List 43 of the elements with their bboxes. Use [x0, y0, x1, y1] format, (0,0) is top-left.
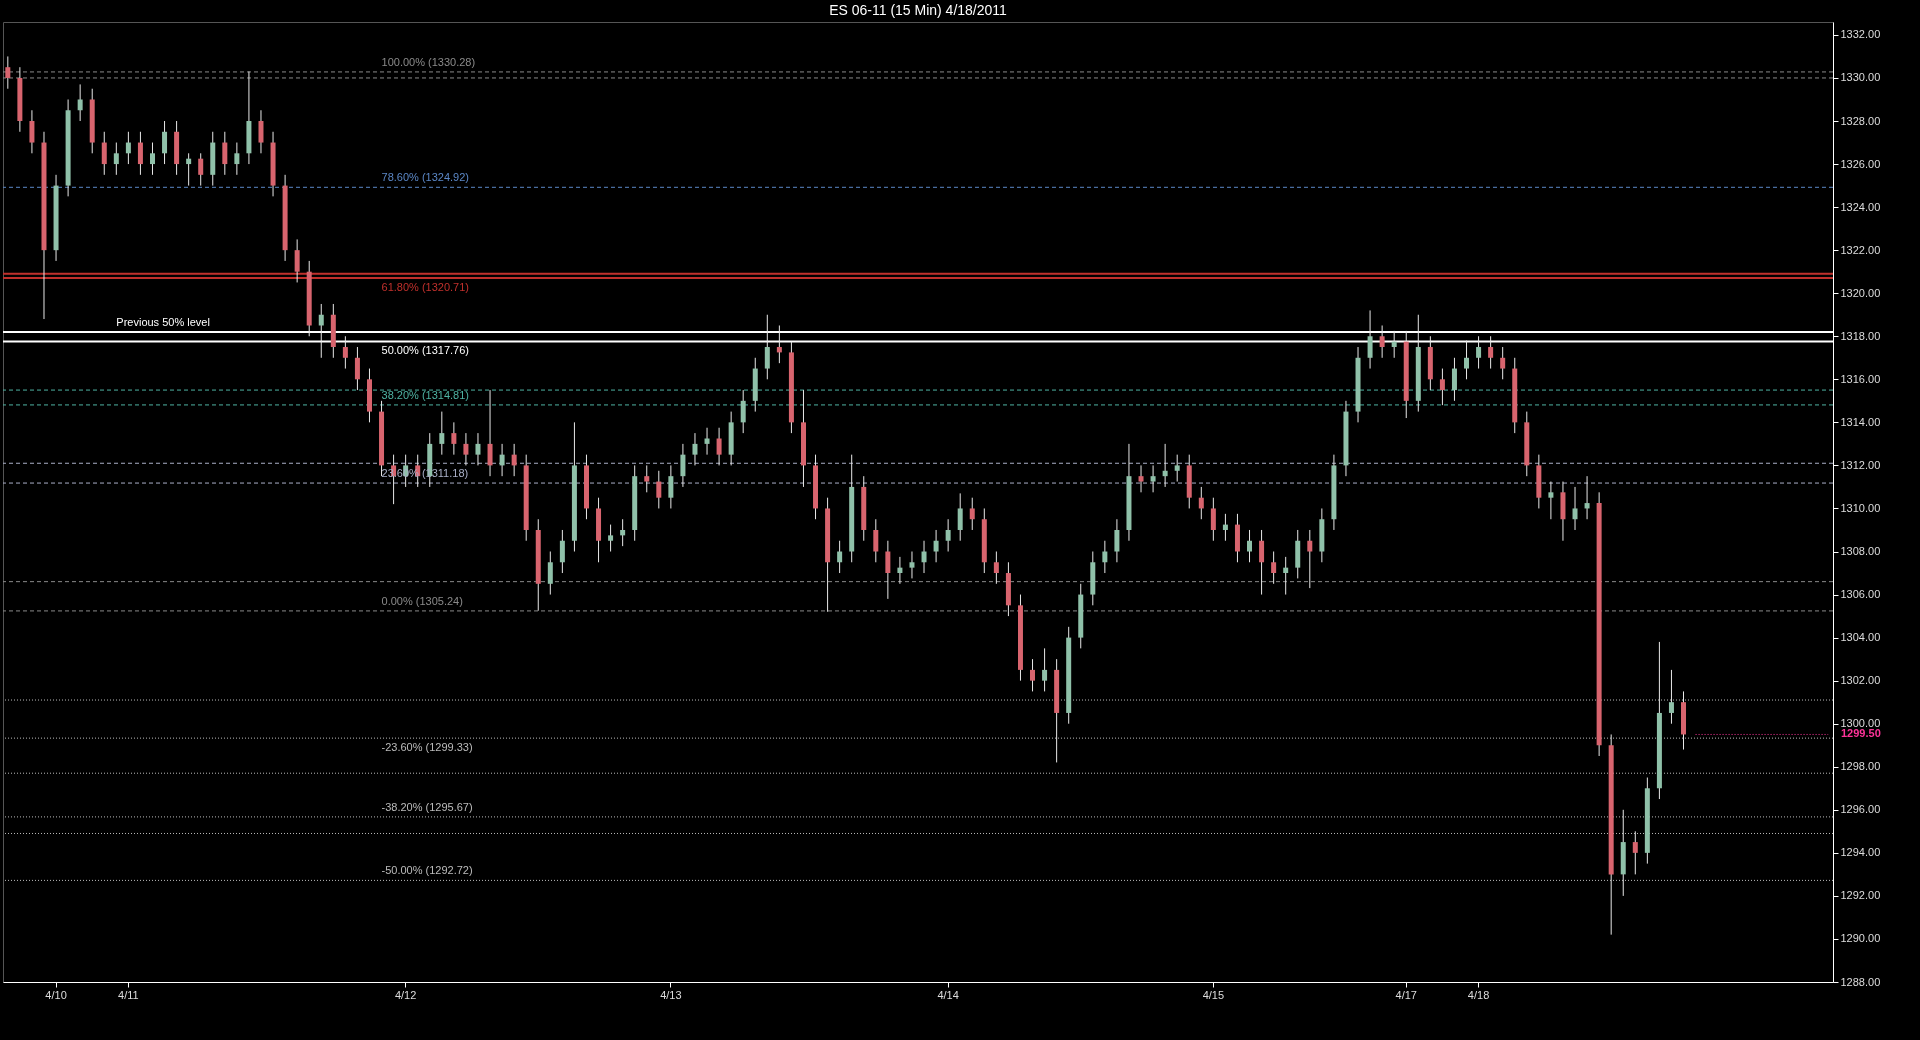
y-tick-label: 1306.00	[1840, 588, 1881, 601]
y-tick-label: 1314.00	[1840, 415, 1881, 428]
y-tick-label: 1290.00	[1840, 932, 1881, 945]
y-tick-label: 1318.00	[1840, 329, 1881, 342]
y-tick-label: 1328.00	[1840, 114, 1881, 127]
chart-title: ES 06-11 (15 Min) 4/18/2011	[829, 2, 1008, 18]
y-tick-label: 1298.00	[1840, 760, 1881, 773]
ref-line-label: 1299.50	[1841, 727, 1881, 740]
ref-line-label: 50.00% (1317.76)	[381, 344, 469, 357]
ref-line-label: -38.20% (1295.67)	[381, 800, 473, 813]
y-tick-label: 1304.00	[1840, 631, 1881, 644]
x-tick-label: 4/12	[394, 988, 417, 1001]
y-tick-label: 1288.00	[1840, 975, 1881, 988]
y-tick-label: 1312.00	[1840, 458, 1881, 471]
y-tick-label: 1316.00	[1840, 372, 1881, 385]
y-tick-label: 1310.00	[1840, 501, 1881, 514]
y-tick-label: 1302.00	[1840, 674, 1881, 687]
ref-line-label: Previous 50% level	[116, 315, 210, 328]
x-tick-label: 4/15	[1202, 988, 1225, 1001]
ref-line-label: 0.00% (1305.24)	[381, 594, 463, 607]
y-tick-label: 1320.00	[1840, 286, 1881, 299]
y-tick-label: 1326.00	[1840, 157, 1881, 170]
ref-line-label: 78.60% (1324.92)	[381, 171, 469, 184]
x-tick-label: 4/11	[118, 988, 139, 1001]
y-tick-label: 1296.00	[1840, 803, 1881, 816]
y-tick-label: 1300.00	[1840, 717, 1881, 730]
ref-line-label: -50.00% (1292.72)	[381, 864, 473, 877]
x-tick-label: 4/13	[660, 988, 682, 1001]
y-tick-label: 1322.00	[1840, 243, 1881, 256]
y-tick-label: 1332.00	[1840, 28, 1881, 41]
y-tick-label: 1308.00	[1840, 545, 1881, 558]
x-tick-label: 4/17	[1395, 988, 1417, 1001]
x-tick-label: 4/18	[1467, 988, 1490, 1001]
ref-line-label: 38.20% (1314.81)	[381, 388, 469, 401]
y-tick-label: 1324.00	[1840, 200, 1881, 213]
x-tick-label: 4/14	[937, 988, 959, 1001]
y-tick-label: 1330.00	[1840, 71, 1881, 84]
x-tick-label: 4/10	[45, 988, 67, 1001]
ref-line-label: 61.80% (1320.71)	[381, 280, 469, 293]
ref-line-label: 100.00% (1330.28)	[381, 55, 476, 68]
y-tick-label: 1294.00	[1840, 846, 1881, 859]
ref-line-label: -23.60% (1299.33)	[381, 741, 473, 754]
y-tick-label: 1292.00	[1840, 889, 1881, 902]
